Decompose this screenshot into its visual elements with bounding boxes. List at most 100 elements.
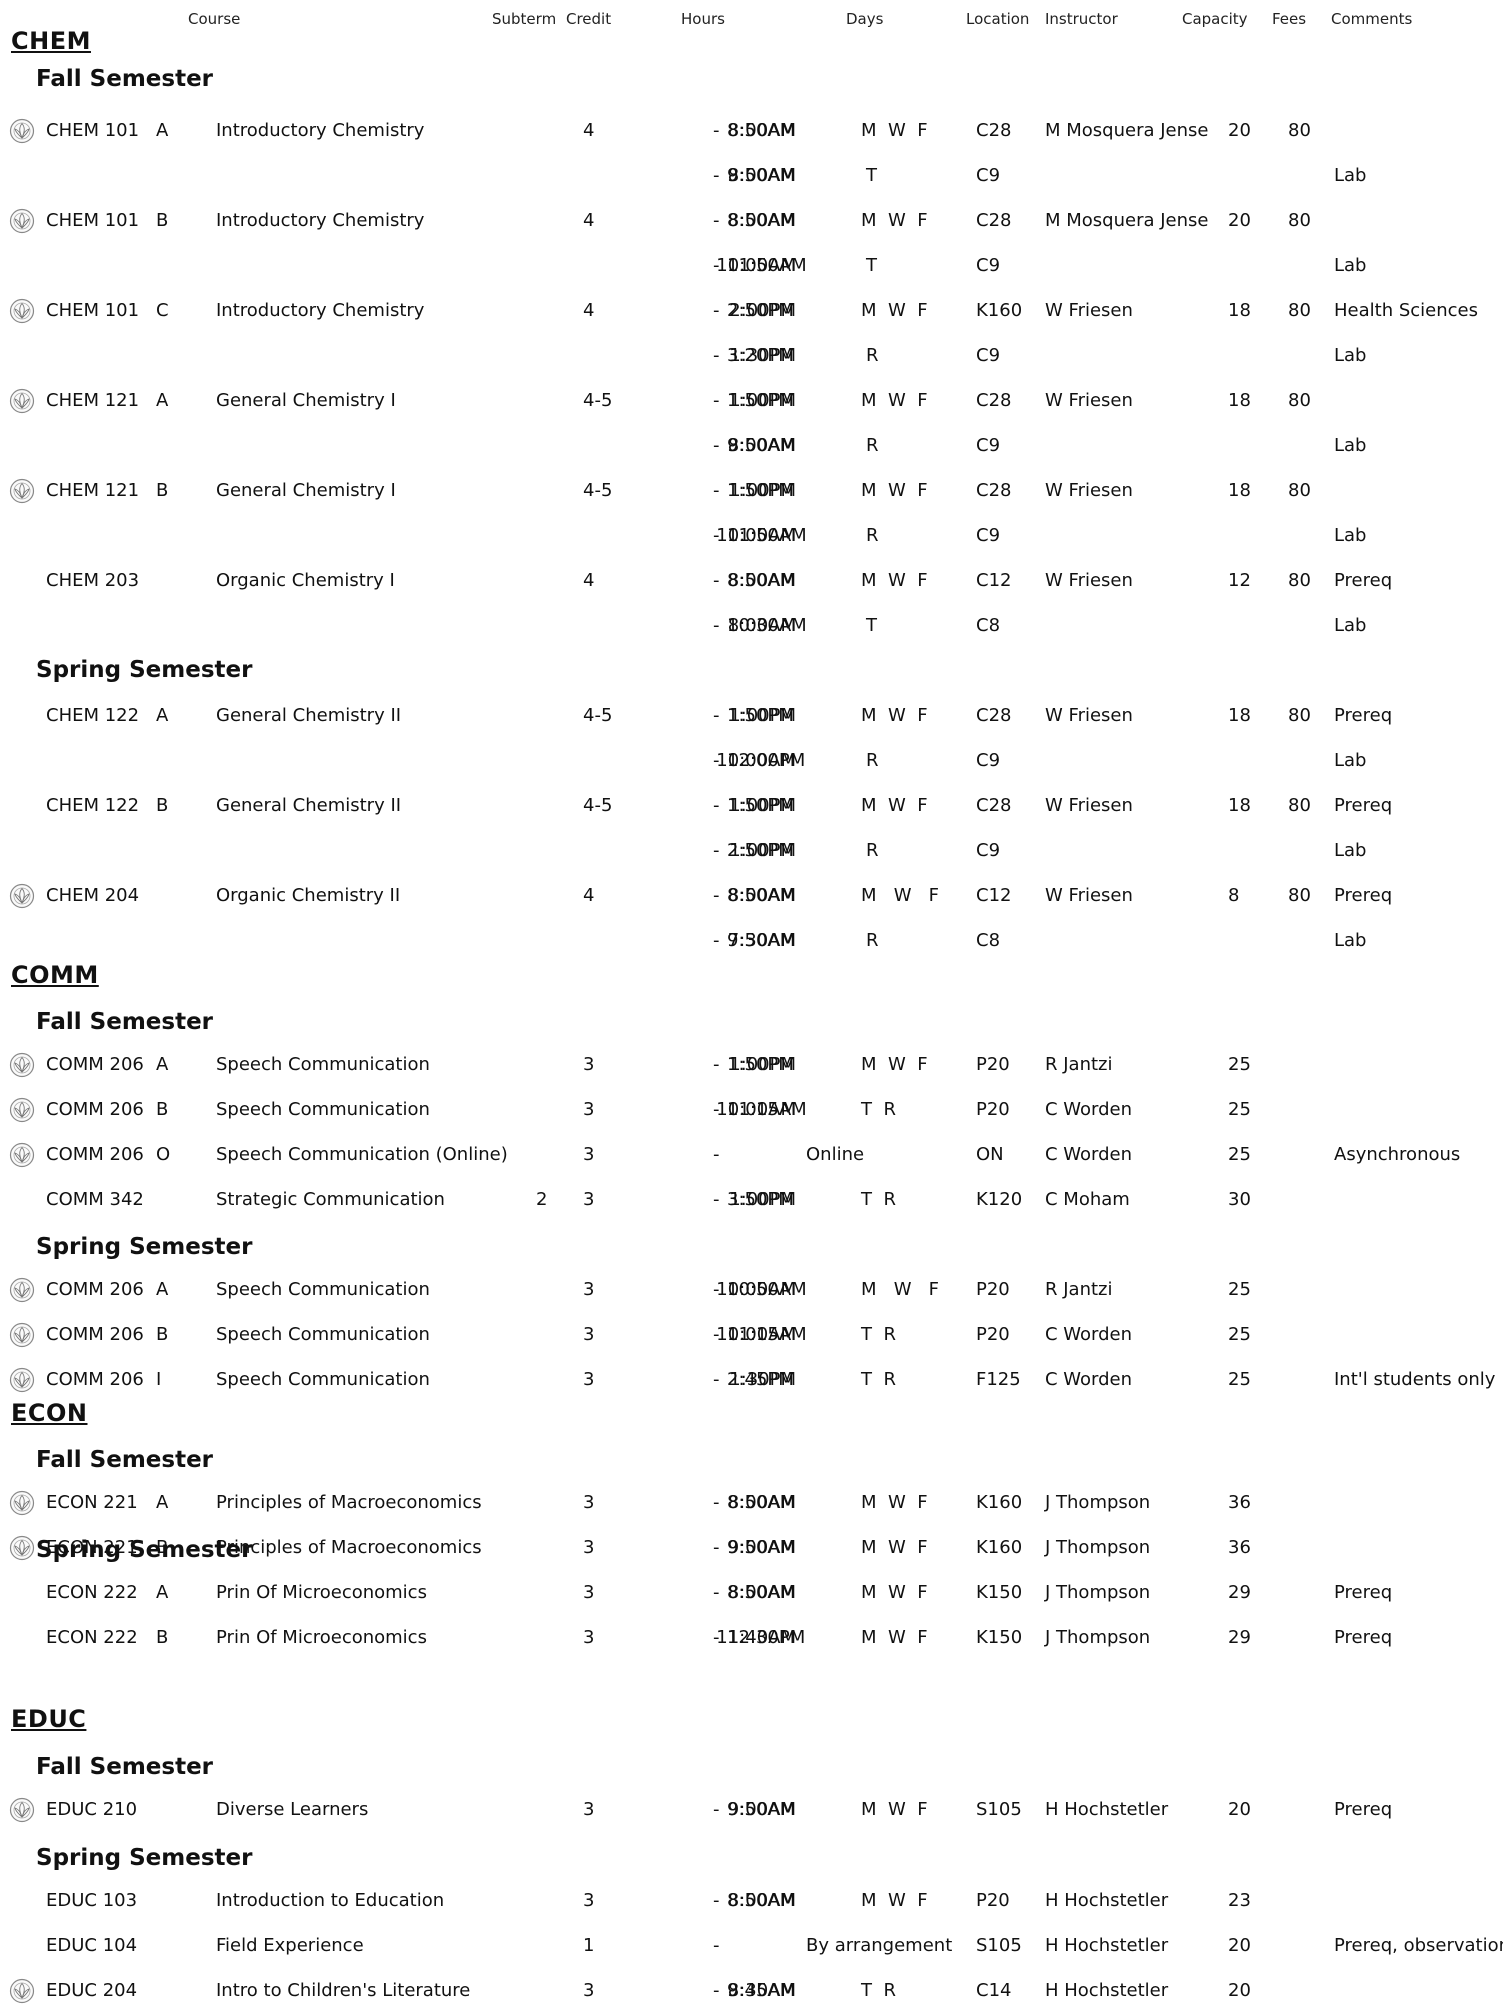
instructor: J Thompson <box>1045 1492 1151 1513</box>
end-time: 3:20PM <box>727 345 794 366</box>
start-time: 10:00AM <box>716 1279 796 1300</box>
course-row: ECON 221 A Principles of Macroeconomics 3 8:… <box>0 1490 1503 1522</box>
header-fees: Fees <box>1272 10 1307 28</box>
fees: 80 <box>1288 390 1311 411</box>
course-credit: 3 <box>583 1890 595 1911</box>
course-section: B <box>156 1324 169 1345</box>
location: P20 <box>976 1324 1010 1345</box>
course-section: A <box>156 1582 169 1603</box>
start-time: 1:00PM <box>729 1189 796 1210</box>
time-separator: - <box>713 750 720 771</box>
course-code: ECON 221 <box>46 1537 138 1558</box>
capacity: 36 <box>1228 1537 1251 1558</box>
time-separator: - <box>713 930 720 951</box>
start-time: 10:00AM <box>716 255 796 276</box>
course-code: CHEM 121 <box>46 390 140 411</box>
course-code: CHEM 204 <box>46 885 140 906</box>
location: C28 <box>976 705 1012 726</box>
course-title: Introductory Chemistry <box>216 120 425 141</box>
course-credit: 3 <box>583 1279 595 1300</box>
course-section: B <box>156 1099 169 1120</box>
course-row: COMM 206 B Speech Communication 3 10:00AM -11… <box>0 1322 1503 1354</box>
start-time: 1:00PM <box>729 390 796 411</box>
instructor: W Friesen <box>1045 480 1133 501</box>
location: C9 <box>976 435 1001 456</box>
course-row: COMM 206 A Speech Communication 3 1:00PM -1:5… <box>0 1052 1503 1084</box>
course-title: Speech Communication (Online) <box>216 1144 508 1165</box>
time-separator: - <box>713 120 720 141</box>
end-time: 8:50AM <box>727 1890 796 1911</box>
end-time: 8:50AM <box>727 1582 796 1603</box>
course-code: ECON 221 <box>46 1492 138 1513</box>
time-separator: - <box>713 435 720 456</box>
course-title: Intro to Children's Literature <box>216 1980 471 2001</box>
start-time: 8:00AM <box>727 120 796 141</box>
time-separator: - <box>713 840 720 861</box>
start-time: 8:00AM <box>727 435 796 456</box>
course-row: CHEM 121 B General Chemistry I 4-5 1:00PM -1:… <box>0 478 1503 510</box>
course-credit: 3 <box>583 1582 595 1603</box>
course-code: COMM 206 <box>46 1369 144 1390</box>
meeting-days: M W F <box>861 1279 940 1300</box>
comments: Int'l students only <box>1334 1369 1496 1390</box>
comments: Lab <box>1334 615 1367 636</box>
course-section: A <box>156 390 169 411</box>
capacity: 29 <box>1228 1627 1251 1648</box>
time-separator: - <box>713 885 720 906</box>
time-separator: - <box>713 1537 720 1558</box>
start-time: 9:00AM <box>727 1537 796 1558</box>
capacity: 12 <box>1228 570 1251 591</box>
course-credit: 3 <box>583 1537 595 1558</box>
start-time: 1:30PM <box>729 345 796 366</box>
fees: 80 <box>1288 795 1311 816</box>
location: C28 <box>976 210 1012 231</box>
end-time: 9:50AM <box>727 1799 796 1820</box>
capacity: 23 <box>1228 1890 1251 1911</box>
fees: 80 <box>1288 570 1311 591</box>
start-time: 8:00AM <box>727 165 796 186</box>
location: ON <box>976 1144 1004 1165</box>
meeting-days: Online <box>806 1144 865 1165</box>
course-section: B <box>156 1627 169 1648</box>
start-time: 10:00AM <box>716 750 796 771</box>
meeting-days: R <box>866 750 879 771</box>
capacity: 20 <box>1228 1935 1251 1956</box>
comments: Lab <box>1334 750 1367 771</box>
comments: Prereq, observation <box>1334 1935 1503 1956</box>
start-time: 9:00AM <box>727 1799 796 1820</box>
course-title: Speech Communication <box>216 1099 430 1120</box>
location: P20 <box>976 1279 1010 1300</box>
course-row: CHEM 101 A Introductory Chemistry 4 8:00AM -8… <box>0 118 1503 150</box>
start-time: 7:30AM <box>727 930 796 951</box>
course-emblem-icon <box>9 1052 35 1078</box>
course-title: Organic Chemistry I <box>216 570 395 591</box>
course-title: Introductory Chemistry <box>216 300 425 321</box>
location: C9 <box>976 345 1001 366</box>
meeting-days: T <box>866 615 877 636</box>
start-time: 1:00PM <box>729 480 796 501</box>
start-time: 8:00AM <box>727 1890 796 1911</box>
end-time: 9:50AM <box>727 165 796 186</box>
start-time: 1:30PM <box>729 1369 796 1390</box>
comments: Lab <box>1334 165 1367 186</box>
fees: 80 <box>1288 885 1311 906</box>
course-row: ECON 222 A Prin Of Microeconomics 3 8:00AM -8… <box>0 1582 1503 1612</box>
end-time: 11:50AM <box>727 255 807 276</box>
course-credit: 3 <box>583 1980 595 2001</box>
header-days: Days <box>846 10 884 28</box>
course-emblem-icon <box>9 1142 35 1168</box>
course-credit: 4-5 <box>583 390 613 411</box>
instructor: W Friesen <box>1045 390 1133 411</box>
course-title: Field Experience <box>216 1935 364 1956</box>
location: C12 <box>976 885 1012 906</box>
instructor: M Mosquera Jense <box>1045 120 1209 141</box>
course-credit: 3 <box>583 1627 595 1648</box>
course-credit: 3 <box>583 1054 595 1075</box>
fees: 80 <box>1288 480 1311 501</box>
header-location: Location <box>966 10 1030 28</box>
comments: Lab <box>1334 255 1367 276</box>
instructor: H Hochstetler <box>1045 1890 1169 1911</box>
course-emblem-icon <box>9 208 35 234</box>
department-heading: CHEM <box>11 27 91 55</box>
course-row: COMM 342 Strategic Communication 2 3 1:00PM -… <box>0 1189 1503 1219</box>
